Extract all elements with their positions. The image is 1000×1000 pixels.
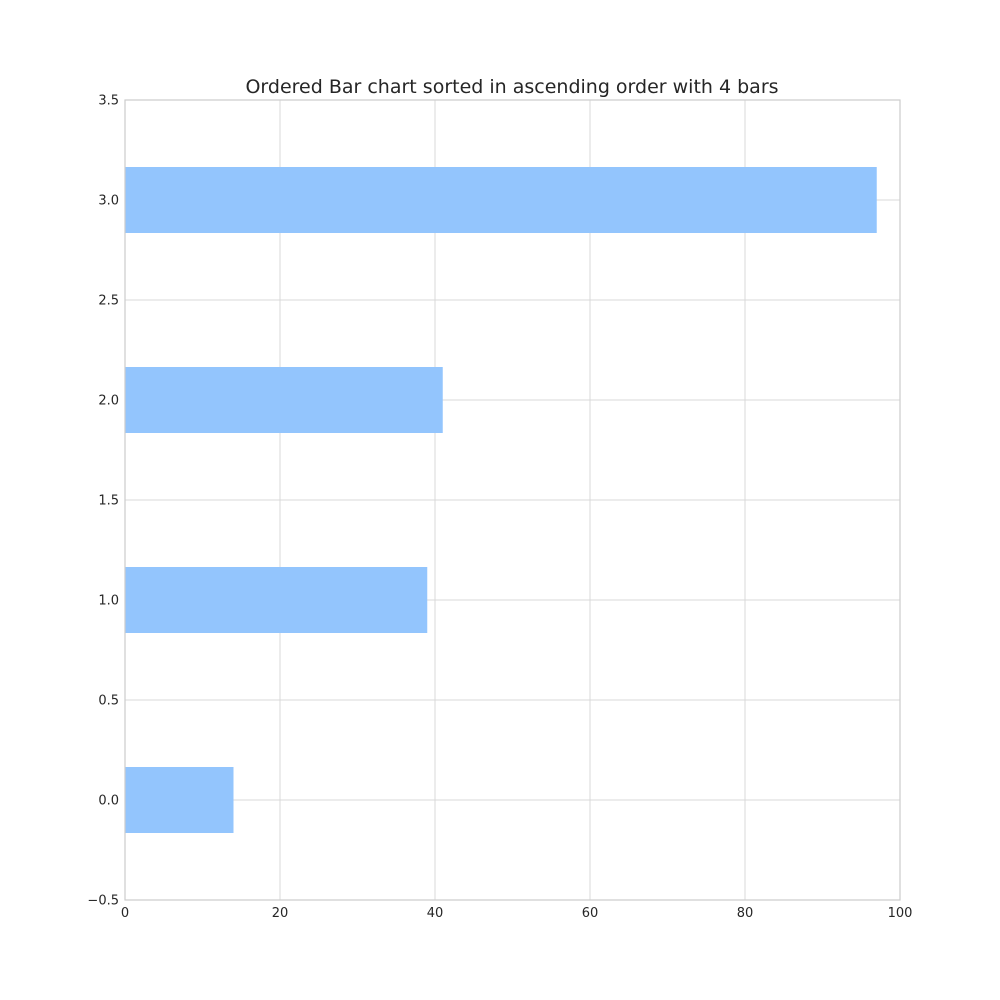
bar — [125, 567, 428, 633]
bar — [125, 167, 877, 233]
y-tick-label: 3.0 — [98, 194, 119, 209]
x-tick-label: 0 — [121, 906, 129, 921]
x-tick-label: 60 — [582, 906, 599, 921]
chart-title: Ordered Bar chart sorted in ascending or… — [245, 76, 778, 98]
plot-frame — [124, 99, 901, 901]
y-tick-label: 1.0 — [98, 594, 119, 609]
y-tick-label: 0.5 — [98, 694, 119, 709]
y-tick-label: 0.0 — [98, 794, 119, 809]
y-tick-label: 2.0 — [98, 394, 119, 409]
y-tick-label: 1.5 — [98, 494, 119, 509]
x-tick-label: 80 — [737, 906, 754, 921]
x-tick-label: 20 — [272, 906, 289, 921]
bar — [125, 367, 443, 433]
x-tick-label: 40 — [427, 906, 444, 921]
bar — [125, 767, 234, 833]
x-axis-ticks: 0 20 40 60 80 100 — [121, 906, 913, 921]
y-tick-label: 2.5 — [98, 294, 119, 309]
y-tick-label: 3.5 — [98, 94, 119, 109]
bars — [125, 167, 877, 833]
x-tick-label: 100 — [888, 906, 913, 921]
y-axis-ticks: −0.5 0.0 0.5 1.0 1.5 2.0 2.5 3.0 3.5 — [87, 94, 119, 909]
y-tick-label: −0.5 — [87, 894, 119, 909]
